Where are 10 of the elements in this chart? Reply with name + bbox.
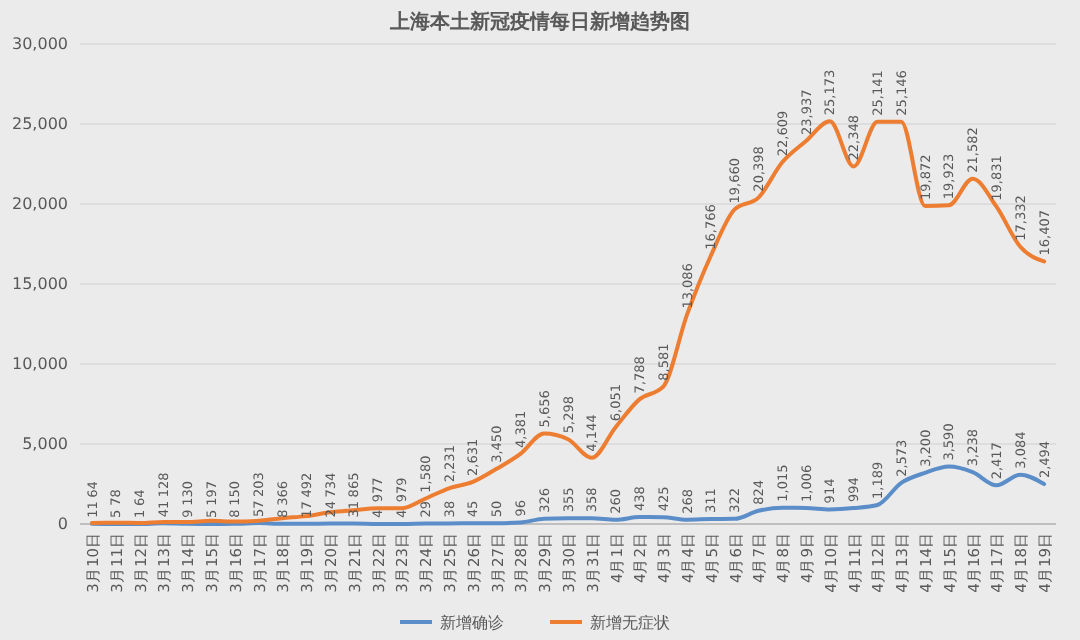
legend-label: 新增确诊 (440, 614, 504, 632)
y-tick-label: 20,000 (12, 195, 68, 214)
chart-title: 上海本土新冠疫情每日新增趋势图 (388, 10, 690, 34)
y-tick-label: 10,000 (12, 355, 68, 374)
y-tick-label: 15,000 (12, 275, 68, 294)
y-tick-label: 30,000 (12, 35, 68, 54)
y-tick-label: 25,000 (12, 115, 68, 134)
legend-label: 新增无症状 (590, 614, 670, 632)
y-tick-label: 0 (57, 515, 68, 534)
y-tick-label: 5,000 (22, 435, 68, 454)
